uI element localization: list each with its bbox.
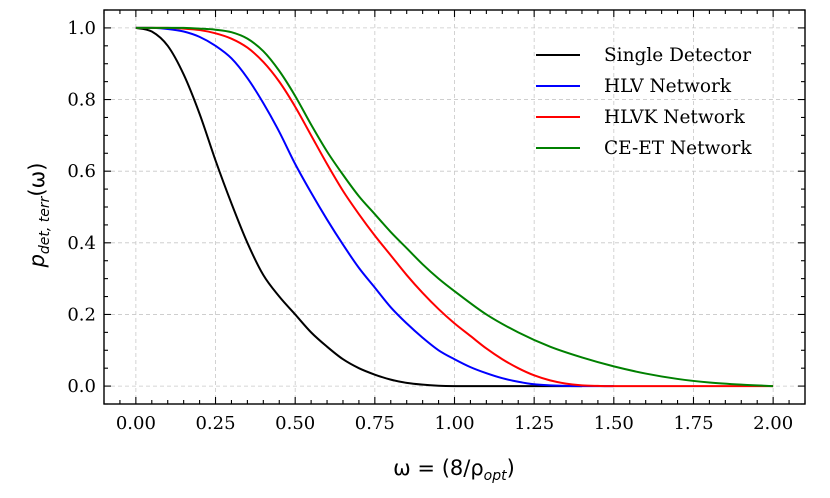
series-line-ce-et-network: [135, 26, 774, 388]
x-tick-label: 0.00: [116, 413, 156, 434]
legend: Single Detector HLV Network HLVK Network CE…: [536, 45, 752, 159]
x-tick-label: 0.75: [355, 413, 395, 434]
x-axis-label: ω = (8/ρopt): [393, 456, 515, 484]
series-line-single-detector: [135, 26, 582, 388]
legend-label: CE-ET Network: [604, 138, 752, 159]
ticks: [103, 9, 806, 405]
y-tick-label: 0.4: [67, 233, 96, 254]
series-line-hlv-network: [135, 26, 614, 388]
y-tick-label: 1.0: [67, 18, 96, 39]
legend-label: Single Detector: [604, 45, 751, 66]
series-line-hlvk-network: [135, 26, 774, 388]
x-tick-label: 1.25: [514, 413, 554, 434]
y-tick-label: 0.2: [67, 304, 96, 325]
series-group: [135, 26, 774, 388]
tick-labels: 0.00 0.25 0.50 0.75 1.00 1.25 1.50 1.75 2.00 0.0 0…: [67, 18, 793, 434]
y-tick-label: 0.6: [67, 161, 96, 182]
x-tick-label: 1.75: [673, 413, 713, 434]
x-tick-label: 1.00: [434, 413, 474, 434]
x-tick-label: 2.00: [753, 413, 793, 434]
y-tick-label: 0.0: [67, 376, 96, 397]
x-tick-label: 0.25: [195, 413, 235, 434]
x-tick-label: 1.50: [594, 413, 634, 434]
x-tick-label: 0.50: [275, 413, 315, 434]
legend-label: HLV Network: [604, 76, 732, 97]
y-axis-label: pdet, terr(ω): [25, 163, 53, 269]
y-tick-label: 0.8: [67, 90, 96, 111]
legend-label: HLVK Network: [604, 107, 746, 128]
grid: [104, 10, 805, 404]
